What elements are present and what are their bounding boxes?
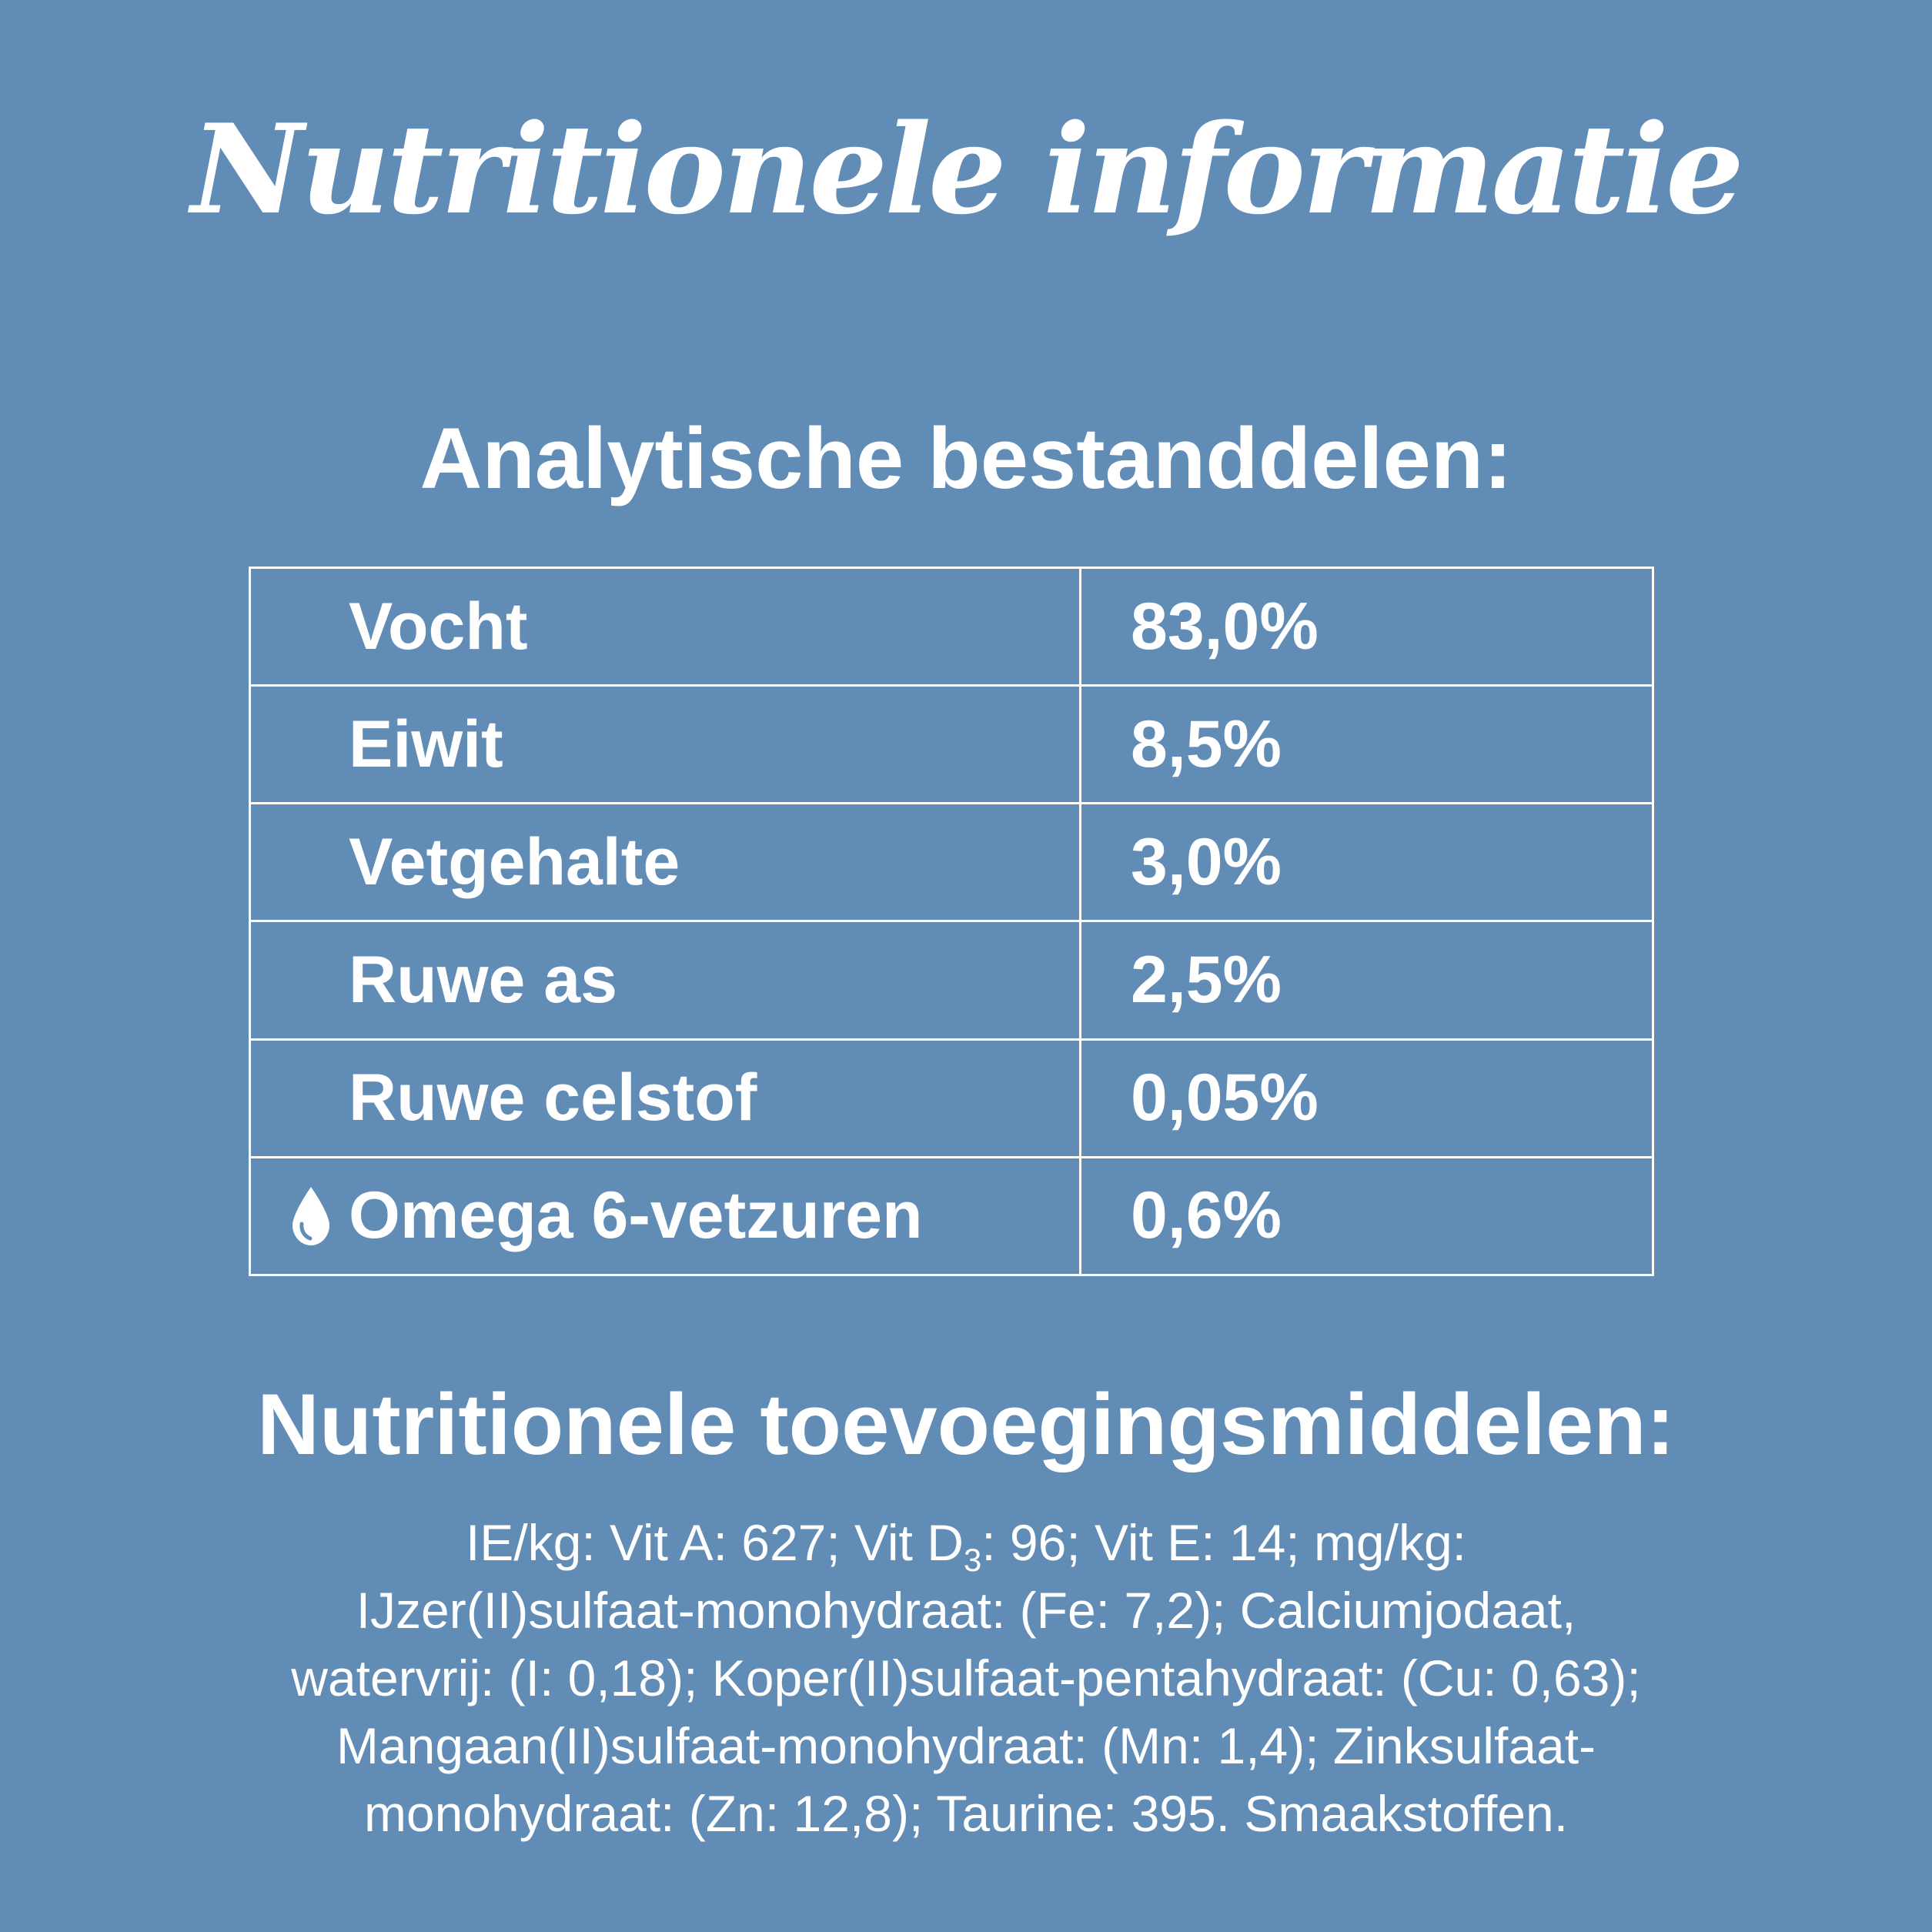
drop-icon: [289, 1185, 333, 1247]
additives-heading: Nutritionele toevoegingsmiddelen:: [257, 1376, 1675, 1472]
additives-line: monohydraat: (Zn: 12,8); Taurine: 395. S…: [363, 1785, 1569, 1842]
additives-line: Mangaan(II)sulfaat-monohydraat: (Mn: 1,4…: [336, 1717, 1596, 1774]
nutrient-value: 3,0%: [1079, 802, 1654, 923]
additives-line-end: : 96; Vit E: 14; mg/kg:: [981, 1514, 1467, 1571]
nutrient-value: 8,5%: [1079, 684, 1654, 805]
additives-line: IJzer(II)sulfaat-monohydraat: (Fe: 7,2);…: [356, 1582, 1576, 1639]
table-row: Vocht 83,0%: [249, 566, 1654, 687]
table-row: Eiwit 8,5%: [249, 684, 1654, 805]
nutrient-value: 0,6%: [1079, 1155, 1654, 1277]
nutrient-name: Omega 6-vetzuren: [349, 1178, 923, 1253]
table-row: Ruwe celstof 0,05%: [249, 1038, 1654, 1158]
additives-line: watervrij: (I: 0,18); Koper(II)sulfaat-p…: [291, 1650, 1641, 1706]
analytic-table: Vocht 83,0% Eiwit 8,5% Vetgehalte 3,0% R…: [249, 566, 1654, 1277]
nutrient-name: Eiwit: [249, 684, 1081, 805]
nutrient-name: Vocht: [249, 566, 1081, 687]
additives-line-start: IE/kg: Vit A: 627; Vit D: [465, 1514, 964, 1571]
nutrient-name: Ruwe as: [249, 920, 1081, 1041]
nutrient-name-with-icon: Omega 6-vetzuren: [249, 1155, 1081, 1277]
analytic-heading: Analytische bestanddelen:: [419, 410, 1513, 506]
additives-paragraph: IE/kg: Vit A: 627; Vit D3: 96; Vit E: 14…: [158, 1509, 1774, 1847]
page-title: Nutritionele informatie: [191, 97, 1744, 242]
nutrient-value: 83,0%: [1079, 566, 1654, 687]
nutrient-name: Vetgehalte: [249, 802, 1081, 923]
table-row: Omega 6-vetzuren 0,6%: [249, 1155, 1654, 1277]
additives-line: IE/kg: Vit A: 627; Vit D3: 96; Vit E: 14…: [158, 1509, 1774, 1576]
nutrient-name: Ruwe celstof: [249, 1038, 1081, 1158]
table-row: Vetgehalte 3,0%: [249, 802, 1654, 923]
nutrient-value: 0,05%: [1079, 1038, 1654, 1158]
nutrient-value: 2,5%: [1079, 920, 1654, 1041]
subscript: 3: [963, 1542, 982, 1578]
table-row: Ruwe as 2,5%: [249, 920, 1654, 1041]
